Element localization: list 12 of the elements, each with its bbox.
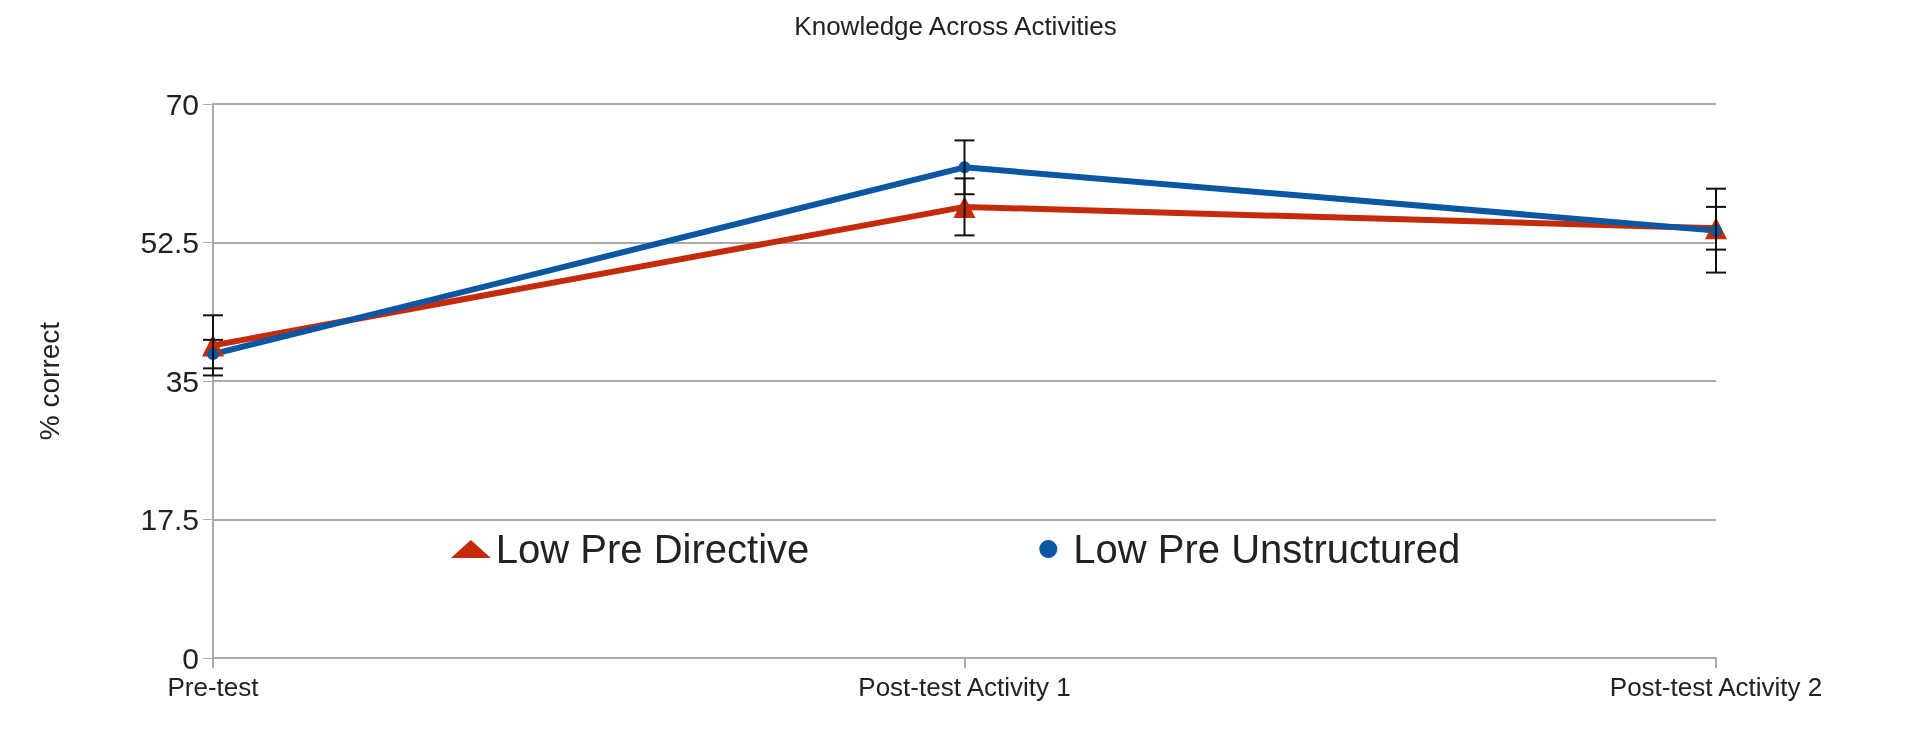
y-axis-title: % correct bbox=[33, 321, 65, 441]
y-tick-label: 35 bbox=[165, 364, 199, 398]
y-tick-label: 0 bbox=[182, 641, 199, 675]
y-tick-label: 17.5 bbox=[140, 503, 199, 536]
x-tick-label: Pre-test bbox=[167, 672, 260, 702]
chart-title: Knowledge Across Activities bbox=[794, 11, 1117, 41]
legend-label: Low Pre Unstructured bbox=[1073, 527, 1461, 571]
legend-label: Low Pre Directive bbox=[495, 527, 810, 571]
x-tick-label: Post-test Activity 1 bbox=[858, 672, 1071, 702]
y-tick-label: 70 bbox=[165, 87, 199, 121]
y-tick-label: 52.5 bbox=[140, 226, 199, 259]
x-tick-label: Post-test Activity 2 bbox=[1609, 672, 1823, 702]
